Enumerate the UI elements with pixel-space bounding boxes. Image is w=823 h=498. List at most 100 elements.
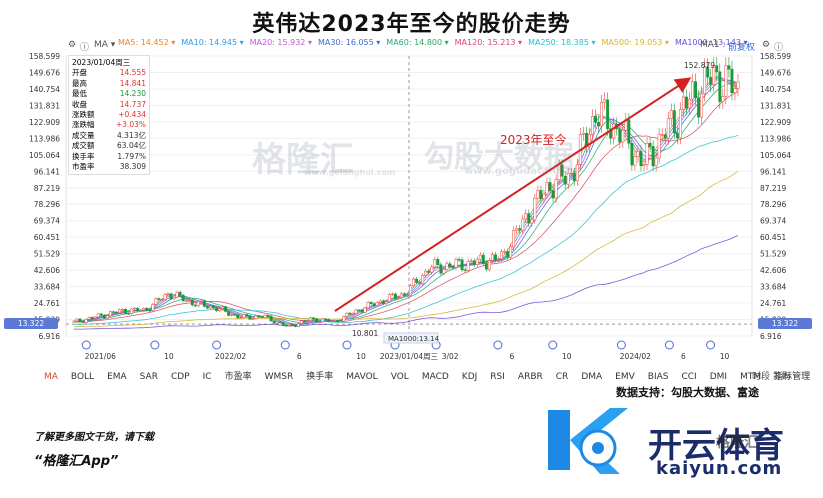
candle-body <box>512 229 516 248</box>
info-icon[interactable]: ⓘ <box>80 43 90 53</box>
ma-legend-item[interactable]: MA250: 18.385 ▾ <box>528 38 596 47</box>
indicator-tab[interactable]: VOL <box>390 372 409 382</box>
indicator-tab[interactable]: 指标管理 <box>774 372 811 382</box>
candle-body <box>324 318 328 320</box>
ma-legend-item[interactable]: MA60: 14.800 ▾ <box>386 38 449 47</box>
indicator-tab[interactable]: RSI <box>490 372 505 382</box>
candle-body <box>660 134 664 136</box>
info-row-label: 换手率 <box>72 151 95 161</box>
indicator-tab[interactable]: 市盈率 <box>224 372 252 382</box>
indicator-tab[interactable]: MACD <box>421 372 449 382</box>
y-tick-label-right: 42.606 <box>760 266 786 275</box>
candle-body <box>569 173 573 175</box>
indicator-tab[interactable]: ARBR <box>517 372 543 382</box>
candle-body <box>533 197 537 221</box>
chevron-down-icon: ▾ <box>110 40 116 50</box>
candle-body <box>199 300 203 302</box>
candle-body <box>175 291 179 298</box>
indicator-tab[interactable]: DMA <box>581 372 603 382</box>
info-row: 涨跌幅 +3.03% <box>72 120 146 130</box>
candle-body <box>663 134 667 139</box>
brand-logo-icon <box>548 408 628 474</box>
indicator-tab[interactable]: MAVOL <box>346 372 378 382</box>
data-source: 数据支持：勾股大数据、富途 <box>616 386 759 399</box>
candle-body <box>521 218 525 231</box>
candle-body <box>342 316 346 322</box>
ma-legend-item[interactable]: MA10: 14.945 ▾ <box>181 38 244 47</box>
indicator-tab[interactable]: CR <box>555 372 569 382</box>
right-tabs[interactable]: 时段 筹码 <box>752 372 791 382</box>
indicator-tab[interactable]: 换手率 <box>306 372 334 382</box>
indicator-tab[interactable]: BOLL <box>70 372 95 382</box>
y-tick-label-right: 96.141 <box>760 167 786 176</box>
y-tick-label-left: 122.909 <box>29 118 60 127</box>
watermark-left: 格隆汇 <box>252 140 354 180</box>
candle-body <box>433 259 437 268</box>
info-row-value: 1.797% <box>117 151 146 161</box>
candle-body <box>609 128 613 139</box>
candle-body <box>500 251 503 260</box>
candle-body <box>503 251 506 253</box>
x-tick-label: 6 <box>510 352 515 361</box>
candle-body <box>151 304 155 311</box>
ma-select[interactable]: MA ▾ <box>94 40 115 50</box>
candle-body <box>527 213 531 224</box>
arrow-label: 2023年至今 <box>500 132 567 147</box>
candle-body <box>372 303 376 307</box>
indicator-tab[interactable]: CDP <box>170 372 190 382</box>
candle-body <box>357 309 361 312</box>
indicator-tab[interactable]: KDJ <box>461 372 478 382</box>
candle-body <box>96 313 100 318</box>
indicator-tab[interactable]: DMI <box>709 372 728 382</box>
info-row-value: 14.841 <box>119 78 146 88</box>
event-icon <box>664 340 674 350</box>
indicator-tab[interactable]: MA <box>44 372 58 382</box>
candle-body <box>475 258 479 265</box>
candle-body <box>515 228 519 231</box>
y-tick-label-right: 60.451 <box>760 233 786 242</box>
ma-legend-item[interactable]: MA1000: 13.143 ▾ <box>674 38 748 47</box>
candle-body <box>202 300 206 307</box>
info-row-value: 63.04亿 <box>117 141 146 151</box>
y-tick-label-left: 131.831 <box>29 101 60 110</box>
indicator-tab[interactable]: MTM <box>740 372 762 382</box>
indicator-tab[interactable]: WMSR <box>264 372 294 382</box>
candle-body <box>554 179 558 199</box>
y-tick-label-left: 96.141 <box>34 167 60 176</box>
indicator-tab[interactable]: SAR <box>139 372 158 382</box>
x-tick-label: 3/02 <box>442 352 459 361</box>
info-row: 最高 14.841 <box>72 79 146 89</box>
candle-body <box>309 317 312 321</box>
ma-legend-item[interactable]: MA30: 16.055 ▾ <box>317 38 381 47</box>
brand-logo <box>540 400 630 480</box>
ohlc-info-panel: 2023/01/04周三 开盘 14.555 最高 14.841 最低 14.230 收盘 1… <box>68 55 150 176</box>
candle-body <box>436 259 440 265</box>
settings-icon-right[interactable]: ⚙ <box>762 40 771 50</box>
info-icon-right[interactable]: ⓘ <box>774 43 784 53</box>
candle-body <box>730 68 734 94</box>
indicator-tab[interactable]: EMA <box>107 372 127 382</box>
ma-legend-item[interactable]: MA20: 15.932 ▾ <box>249 38 312 47</box>
candle-body <box>333 320 337 322</box>
indicator-tab[interactable]: CCI <box>681 372 697 382</box>
candle-body <box>118 309 121 314</box>
candle-body <box>287 324 291 326</box>
candle-body <box>381 300 385 304</box>
indicator-tab[interactable]: IC <box>202 372 212 382</box>
settings-icon[interactable]: ⚙ <box>68 40 77 50</box>
adjust-button[interactable]: 前复权 <box>728 43 756 53</box>
info-row-label: 涨跌幅 <box>72 120 95 130</box>
candle-body <box>93 316 97 319</box>
candle-body <box>169 293 173 300</box>
candle-body <box>709 76 713 85</box>
event-icon <box>280 340 290 350</box>
candle-body <box>524 213 528 220</box>
indicator-tab[interactable]: EMV <box>615 372 635 382</box>
ma-legend-item[interactable]: MA5: 14.452 ▾ <box>118 38 176 47</box>
ma-legend-item[interactable]: MA120: 15.213 ▾ <box>454 38 523 47</box>
candle-body <box>269 315 273 322</box>
indicator-tab[interactable]: BIAS <box>647 372 669 382</box>
x-tick-label: 6 <box>297 352 302 361</box>
ma-legend-item[interactable]: MA500: 19.053 ▾ <box>601 38 669 47</box>
candle-body <box>718 71 722 102</box>
